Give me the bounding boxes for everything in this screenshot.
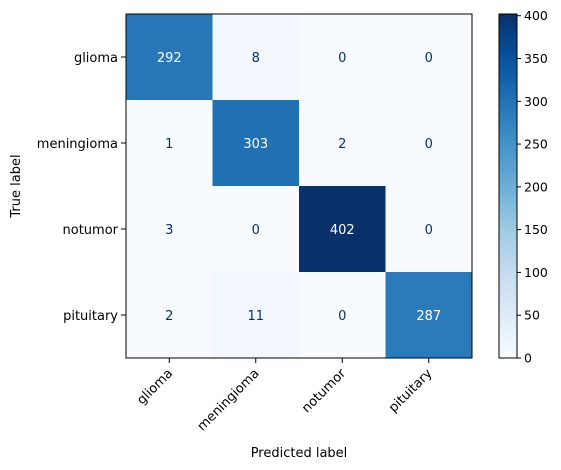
colorbar-tick-label: 100: [524, 265, 548, 280]
x-tick-label: pituitary: [386, 366, 436, 416]
heatmap-cell: [299, 14, 386, 101]
cell-value-label: 0: [338, 51, 346, 66]
cell-value-label: 0: [425, 223, 433, 238]
cell-value-label: 0: [425, 137, 433, 152]
y-tick-label: glioma: [74, 51, 118, 66]
cell-value-label: 287: [416, 309, 441, 324]
heatmap-cell: [126, 186, 213, 273]
cell-value-label: 11: [247, 309, 264, 324]
cell-value-label: 303: [243, 137, 268, 152]
cell-value-label: 2: [165, 309, 173, 324]
cell-value-label: 0: [338, 309, 346, 324]
heatmap-cell: [126, 14, 213, 101]
cell-value-label: 8: [252, 51, 260, 66]
y-axis-label: True label: [9, 154, 24, 218]
colorbar-tick-label: 0: [524, 351, 532, 366]
colorbar-tick-label: 400: [524, 8, 548, 23]
y-axis-ticks: glioma meningioma notumor pituitary: [37, 51, 126, 324]
heatmap-cell: [385, 14, 473, 101]
colorbar: 0 50 100 150 200 250 300 350 400: [498, 8, 548, 366]
colorbar-tick-label: 350: [524, 51, 548, 66]
heatmap-cell: [212, 186, 300, 273]
plot-frame: [125, 13, 473, 359]
colorbar-ticks: 0 50 100 150 200 250 300 350 400: [517, 8, 548, 366]
cell-value-label: 402: [330, 223, 355, 238]
heatmap-cell: [126, 272, 213, 359]
heatmap-cell: [385, 186, 473, 273]
colorbar-tick-label: 150: [524, 222, 548, 237]
cell-value-label: 2: [338, 137, 346, 152]
x-axis-ticks: glioma meningioma notumor pituitary: [134, 358, 436, 434]
heatmap-cells: 292 8 0 0 1 303 2 0 3 0 402 0 2 11 0 287: [126, 14, 473, 359]
heatmap-cell: [385, 272, 473, 359]
heatmap-cell: [299, 272, 386, 359]
heatmap-cell: [126, 100, 213, 187]
x-tick-label: notumor: [299, 366, 349, 416]
cell-value-label: 3: [165, 223, 173, 238]
heatmap-cell: [299, 100, 386, 187]
cell-value-label: 0: [252, 223, 260, 238]
colorbar-tick-label: 250: [524, 137, 548, 152]
x-axis-label: Predicted label: [251, 446, 348, 461]
cell-value-label: 1: [165, 137, 173, 152]
colorbar-gradient: [498, 13, 518, 359]
x-tick-label: glioma: [134, 366, 176, 408]
y-tick-label: meningioma: [37, 137, 118, 152]
heatmap-cell: [385, 100, 473, 187]
colorbar-tick-label: 50: [524, 308, 540, 323]
cell-value-label: 0: [425, 51, 433, 66]
heatmap-cell: [212, 14, 300, 101]
y-tick-label: notumor: [63, 223, 119, 238]
x-tick-label: meningioma: [195, 366, 263, 434]
y-tick-label: pituitary: [63, 309, 118, 324]
colorbar-tick-label: 300: [524, 94, 548, 109]
heatmap-cell: [299, 186, 386, 273]
heatmap-cell: [212, 272, 300, 359]
heatmap-cell: [212, 100, 300, 187]
cell-value-label: 292: [157, 51, 182, 66]
colorbar-tick-label: 200: [524, 179, 548, 194]
